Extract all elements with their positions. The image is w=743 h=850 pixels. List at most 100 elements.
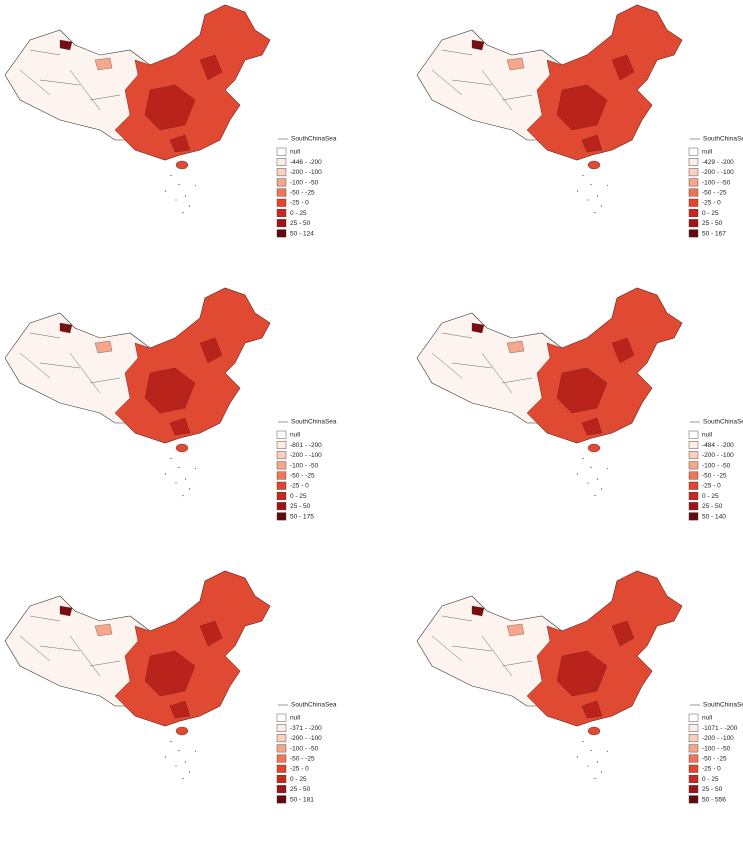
china-map [4,570,271,780]
legend-swatch [276,208,287,217]
legend-label: -446 - -200 [290,159,322,166]
legend-swatch [276,491,287,500]
legend-swatch [688,471,699,480]
legend-label: -200 - -100 [702,735,734,742]
legend-swatch [688,178,699,187]
legend-label: -100 - -50 [290,745,319,752]
legend-swatch [276,754,287,763]
legend-label: 50 - 140 [702,513,726,520]
south-china-sea-label: SouthChinaSea [291,419,337,426]
map-panel: SouthChinaSea null -801 - -200 -200 - -100 -… [4,287,337,521]
legend-label: -100 - -50 [702,179,731,186]
legend-swatch [276,219,287,228]
legend-label: 0 - 25 [290,776,307,783]
china-map [416,287,683,497]
legend-label: -25 - 0 [702,200,721,207]
legend-swatch [276,723,287,732]
legend-label: -100 - -50 [702,745,731,752]
legend-label: 50 - 175 [290,513,314,520]
legend-swatch [276,430,287,439]
legend-swatch [276,451,287,460]
legend-label: 50 - 181 [290,796,314,803]
legend-label: -50 - -25 [702,473,727,480]
legend-swatch [276,168,287,177]
legend-swatch [688,723,699,732]
legend-label: 25 - 50 [702,503,723,510]
legend-label: -200 - -100 [702,169,734,176]
map-panel: SouthChinaSea null -371 - -200 -200 - -100 -… [4,570,337,803]
legend-swatch [688,774,699,783]
legend-label: -1071 - -200 [702,725,738,732]
legend-label: -25 - 0 [702,483,721,490]
legend-swatch [276,713,287,722]
legend-label: -50 - -25 [290,473,315,480]
legend-label: 50 - 556 [702,796,726,803]
legend-swatch [276,774,287,783]
legend-label: -801 - -200 [290,442,322,449]
legend-label: 25 - 50 [290,503,311,510]
legend-swatch [276,461,287,470]
legend-label: null [290,149,301,156]
legend-label: -200 - -100 [290,452,322,459]
legend-swatch [276,178,287,187]
legend-swatch [688,157,699,166]
legend-label: -100 - -50 [702,462,731,469]
south-china-sea-label: SouthChinaSea [291,136,337,143]
legend-swatch [276,147,287,156]
legend-swatch [688,744,699,753]
legend-swatch [688,502,699,511]
legend-swatch [688,451,699,460]
legend-swatch [276,229,287,238]
legend-label: -371 - -200 [290,725,322,732]
legend-swatch [688,229,699,238]
legend-swatch [688,219,699,228]
map-panel: SouthChinaSea null -429 - -200 -200 - -100 -… [416,4,743,238]
legend-swatch [276,471,287,480]
legend-swatch [276,188,287,197]
legend-swatch [688,208,699,217]
legend-label: -200 - -100 [702,452,734,459]
legend-swatch [276,502,287,511]
legend-swatch [276,512,287,521]
legend-label: -484 - -200 [702,442,734,449]
legend-label: -50 - -25 [702,190,727,197]
legend-swatch [276,764,287,773]
legend-label: -50 - -25 [290,756,315,763]
legend-swatch [688,734,699,743]
south-china-sea-label: SouthChinaSea [291,702,337,709]
legend-swatch [688,754,699,763]
south-china-sea-label: SouthChinaSea [703,419,743,426]
legend-label: 0 - 25 [290,210,307,217]
legend-label: -100 - -50 [290,179,319,186]
legend-swatch [688,147,699,156]
map-panel: SouthChinaSea null -1071 - -200 -200 - -100… [416,570,743,804]
legend-swatch [688,168,699,177]
legend-swatch [688,440,699,449]
legend-label: null [702,715,713,722]
legend-swatch [688,795,699,804]
legend-label: null [290,432,301,439]
legend-swatch [276,157,287,166]
legend-label: 25 - 50 [290,220,311,227]
legend-label: -200 - -100 [290,735,322,742]
south-china-sea-label: SouthChinaSea [703,136,743,143]
legend-swatch [276,744,287,753]
legend-swatch [688,198,699,207]
legend-label: -25 - 0 [702,766,721,773]
legend-label: 0 - 25 [702,493,719,500]
legend-swatch [276,785,287,794]
legend-label: 50 - 167 [702,230,726,237]
legend-label: 0 - 25 [702,210,719,217]
legend-swatch [276,734,287,743]
legend-label: 25 - 50 [702,220,723,227]
legend-label: 25 - 50 [702,786,723,793]
legend-label: null [702,432,713,439]
legend-label: -429 - -200 [702,159,734,166]
legend-label: 0 - 25 [290,493,307,500]
legend-label: -25 - 0 [290,766,309,773]
legend-swatch [276,198,287,207]
south-china-sea-label: SouthChinaSea [703,702,743,709]
legend-swatch [688,461,699,470]
china-map [416,4,683,214]
